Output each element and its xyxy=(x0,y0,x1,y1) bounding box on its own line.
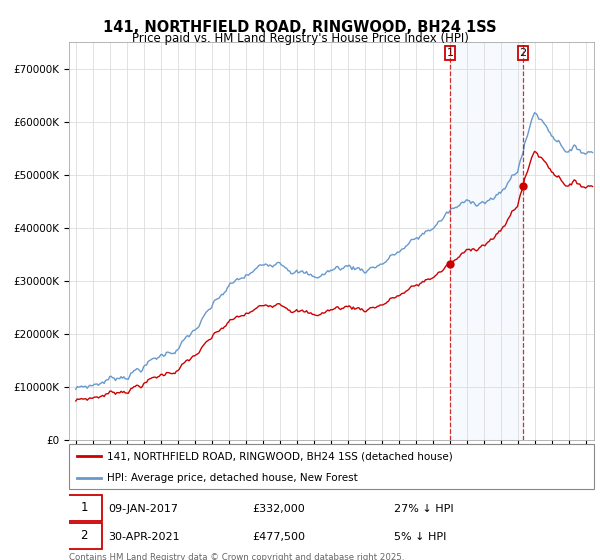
FancyBboxPatch shape xyxy=(67,495,102,521)
Text: £477,500: £477,500 xyxy=(253,532,306,542)
Text: 27% ↓ HPI: 27% ↓ HPI xyxy=(395,503,454,514)
FancyBboxPatch shape xyxy=(67,524,102,549)
Text: HPI: Average price, detached house, New Forest: HPI: Average price, detached house, New … xyxy=(107,473,358,483)
Bar xyxy=(450,42,523,440)
Text: Price paid vs. HM Land Registry's House Price Index (HPI): Price paid vs. HM Land Registry's House … xyxy=(131,32,469,45)
Text: Contains HM Land Registry data © Crown copyright and database right 2025.
This d: Contains HM Land Registry data © Crown c… xyxy=(69,553,404,560)
Text: 141, NORTHFIELD ROAD, RINGWOOD, BH24 1SS (detached house): 141, NORTHFIELD ROAD, RINGWOOD, BH24 1SS… xyxy=(107,451,452,461)
Text: 1: 1 xyxy=(447,48,454,58)
Text: 2: 2 xyxy=(80,529,88,542)
FancyBboxPatch shape xyxy=(69,444,594,489)
Text: £332,000: £332,000 xyxy=(253,503,305,514)
Text: 2: 2 xyxy=(520,48,527,58)
Text: 30-APR-2021: 30-APR-2021 xyxy=(109,532,180,542)
Text: 09-JAN-2017: 09-JAN-2017 xyxy=(109,503,178,514)
Text: 5% ↓ HPI: 5% ↓ HPI xyxy=(395,532,447,542)
Text: 141, NORTHFIELD ROAD, RINGWOOD, BH24 1SS: 141, NORTHFIELD ROAD, RINGWOOD, BH24 1SS xyxy=(103,20,497,35)
Text: 1: 1 xyxy=(80,501,88,514)
